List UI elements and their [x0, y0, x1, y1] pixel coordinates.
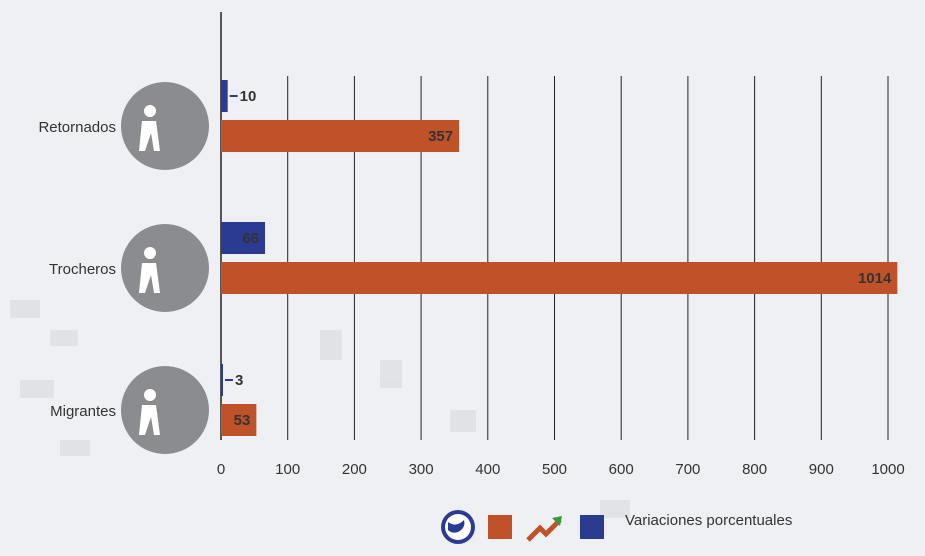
x-tick-label: 300: [409, 461, 434, 478]
category-icon: [121, 224, 209, 312]
bar: [221, 262, 898, 294]
category-icon: [121, 82, 209, 170]
category-label: Trocheros: [49, 261, 116, 278]
x-tick-label: 800: [742, 461, 767, 478]
bar: [221, 120, 460, 152]
x-tick-label: 600: [609, 461, 634, 478]
x-tick-label: 100: [275, 461, 300, 478]
value-label: 1014: [858, 270, 892, 287]
category-label: Retornados: [38, 119, 116, 136]
icon-figure: [139, 121, 160, 151]
value-label: 66: [242, 230, 259, 247]
plot: 0 100 200 300 400 500 600 700 800 900 1000 Retornad…: [38, 12, 905, 478]
x-tick-label: 1000: [871, 461, 904, 478]
x-tick-label: 0: [217, 461, 225, 478]
bar: [221, 80, 228, 112]
trend-arrow: [552, 516, 562, 526]
x-tick-label: 400: [475, 461, 500, 478]
icon-figure: [139, 263, 160, 293]
x-tick-label: 500: [542, 461, 567, 478]
icon-figure: [144, 105, 156, 117]
icon-figure: [144, 389, 156, 401]
category-icon: [121, 366, 209, 454]
bar: [221, 364, 224, 396]
decoration: [10, 300, 630, 518]
legend-label: Variaciones porcentuales: [625, 512, 792, 529]
value-label: 10: [240, 88, 257, 105]
x-tick-label: 200: [342, 461, 367, 478]
x-tick-label: 700: [675, 461, 700, 478]
value-label: 357: [428, 128, 453, 145]
value-label: 53: [234, 412, 251, 429]
legend-swatch: [580, 515, 604, 539]
trend-icon: [526, 518, 562, 542]
twitter-bird: [448, 520, 465, 533]
icon-figure: [144, 247, 156, 259]
legend-swatch: [488, 515, 512, 539]
category-label: Migrantes: [50, 403, 116, 420]
value-label: 3: [235, 372, 243, 389]
bar: [221, 404, 257, 436]
x-tick-label: 900: [809, 461, 834, 478]
bar: [221, 222, 266, 254]
icon-figure: [139, 405, 160, 435]
legend: Variaciones porcentuales: [441, 510, 792, 544]
